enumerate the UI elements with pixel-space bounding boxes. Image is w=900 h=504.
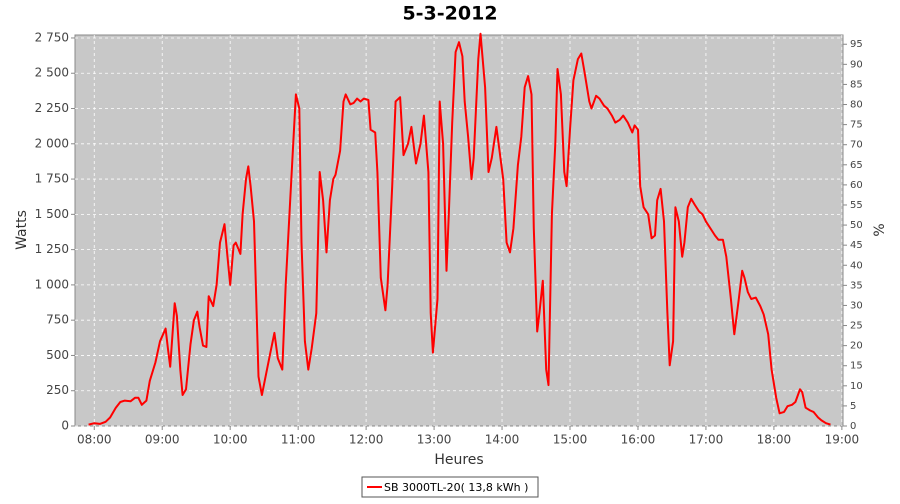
x-tick-label: 18:00 [757, 433, 792, 447]
y2-tick-label: 90 [850, 59, 863, 70]
x-tick-label: 17:00 [689, 433, 724, 447]
y-tick-label: 1 750 [35, 172, 69, 186]
y2-tick-label: 95 [850, 39, 863, 50]
y2-tick-label: 5 [850, 401, 856, 412]
y2-tick-label: 30 [850, 300, 863, 311]
y-tick-label: 2 750 [35, 30, 69, 44]
y2-tick-label: 60 [850, 180, 863, 191]
x-tick-label: 15:00 [553, 433, 588, 447]
y2-tick-label: 85 [850, 79, 863, 90]
y2-tick-label: 20 [850, 341, 863, 352]
y-axis-label: Watts [14, 210, 30, 250]
y2-tick-label: 35 [850, 280, 863, 291]
x-axis-label: Heures [434, 452, 483, 468]
y2-tick-label: 40 [850, 260, 863, 271]
y-tick-label: 1 250 [35, 242, 69, 256]
y2-tick-label: 65 [850, 160, 863, 171]
x-tick-label: 08:00 [77, 433, 112, 447]
y2-tick-label: 25 [850, 321, 863, 332]
legend [361, 476, 539, 498]
y-tick-label: 2 000 [35, 136, 69, 150]
x-tick-label: 09:00 [145, 433, 180, 447]
y-tick-label: 250 [46, 383, 69, 397]
y2-tick-label: 10 [850, 381, 863, 392]
y-tick-label: 2 500 [35, 66, 69, 80]
chart-title: 5-3-2012 [402, 3, 497, 25]
x-tick-label: 19:00 [825, 433, 860, 447]
x-tick-label: 14:00 [485, 433, 520, 447]
y2-tick-label: 70 [850, 140, 863, 151]
y-tick-label: 0 [61, 419, 69, 433]
y2-tick-label: 0 [850, 421, 856, 432]
x-tick-label: 10:00 [213, 433, 248, 447]
x-tick-label: 13:00 [417, 433, 452, 447]
y-tick-label: 1 500 [35, 207, 69, 221]
y2-tick-label: 75 [850, 120, 863, 131]
y-tick-label: 500 [46, 348, 69, 362]
y2-axis-label: % [872, 223, 888, 236]
x-tick-label: 12:00 [349, 433, 384, 447]
data-line [88, 32, 831, 426]
legend-label: SB 3000TL-20( 13,8 kWh ) [384, 481, 528, 494]
y-tick-label: 750 [46, 313, 69, 327]
y2-tick-label: 55 [850, 200, 863, 211]
y2-tick-label: 45 [850, 240, 863, 251]
plot-area [74, 34, 844, 427]
y-tick-label: 1 000 [35, 277, 69, 291]
x-tick-label: 11:00 [281, 433, 316, 447]
y-tick-label: 2 250 [35, 101, 69, 115]
x-tick-label: 16:00 [621, 433, 656, 447]
y2-tick-label: 80 [850, 100, 863, 111]
y2-tick-label: 15 [850, 361, 863, 372]
y2-tick-label: 50 [850, 220, 863, 231]
